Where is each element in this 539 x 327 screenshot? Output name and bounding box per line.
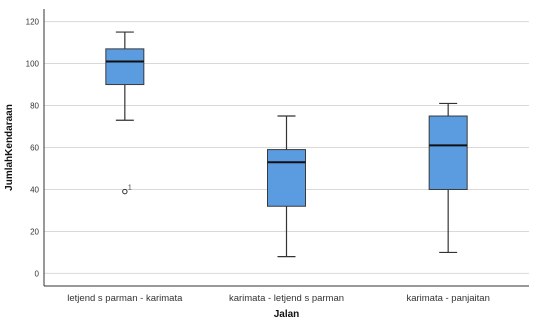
- y-tick-label: 80: [30, 102, 39, 111]
- outlier-point: [122, 188, 128, 195]
- y-axis-title: JumlahKendaraan: [4, 104, 15, 191]
- labels: 0 20 40 60 80 100 120 letjend s parman - karima…: [26, 18, 490, 304]
- iqr-box: [428, 115, 468, 190]
- box-group: [267, 115, 306, 258]
- x-tick-label: karimata - letjend s parman: [229, 293, 344, 304]
- box-group: 1: [105, 31, 145, 195]
- iqr-box: [267, 149, 306, 207]
- axes: [43, 9, 529, 287]
- y-tick-label: 120: [26, 18, 40, 27]
- x-tick-label: letjend s parman - karimata: [67, 293, 183, 304]
- y-tick-label: 60: [30, 144, 39, 153]
- x-tick-label: karimata - panjaitan: [406, 293, 489, 304]
- y-tick-label: 0: [35, 269, 40, 278]
- iqr-box: [105, 48, 145, 86]
- y-tick-label: 40: [30, 185, 39, 194]
- boxes: 1: [105, 31, 468, 258]
- box-group: [428, 102, 468, 254]
- outlier-label: 1: [128, 185, 132, 192]
- y-tick-label: 100: [26, 60, 40, 69]
- x-axis-title: Jalan: [274, 309, 300, 320]
- y-tick-label: 20: [30, 227, 39, 236]
